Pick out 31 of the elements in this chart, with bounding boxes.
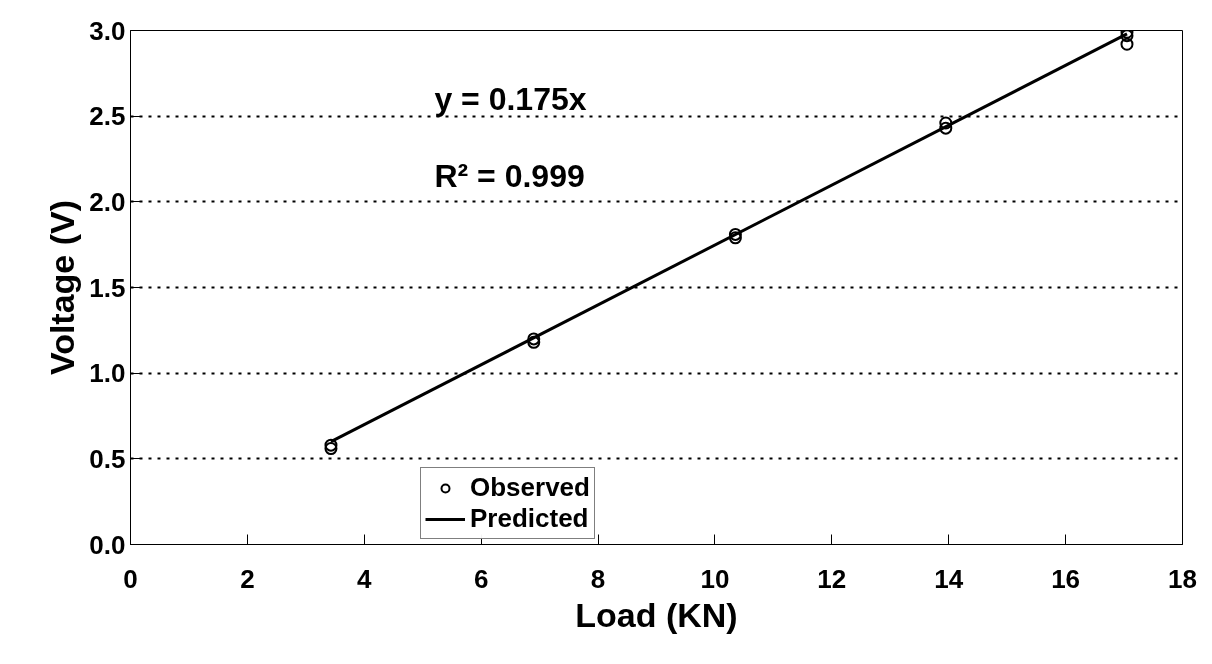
x-tick-label: 12	[817, 563, 847, 594]
point	[939, 121, 953, 135]
x-axis-title: Load (KN)	[575, 595, 738, 634]
point	[324, 438, 338, 452]
legend-label: Observed	[470, 472, 590, 503]
x-tick-label: 0	[123, 563, 138, 594]
point	[728, 231, 742, 245]
x-tick-label: 2	[240, 563, 255, 594]
x-tick-label: 10	[700, 563, 730, 594]
annotation: y = 0.175x	[434, 81, 587, 118]
y-tick-label: 0.0	[89, 529, 126, 560]
point	[1120, 30, 1134, 43]
y-axis-title: Voltage (V)	[43, 199, 82, 376]
y-tick-label: 2.0	[89, 186, 126, 217]
y-tick-label: 0.5	[89, 443, 126, 474]
y-tick-label: 3.0	[89, 15, 126, 46]
y-tick-label: 2.5	[89, 101, 126, 132]
y-tick-label: 1.0	[89, 358, 126, 389]
point	[728, 227, 742, 241]
x-tick-label: 8	[590, 563, 606, 594]
annotation: R² = 0.999	[434, 158, 585, 195]
x-tick-label: 18	[1168, 563, 1197, 594]
point	[939, 116, 953, 130]
legend-label: Predicted	[470, 503, 589, 534]
point	[1120, 37, 1134, 51]
x-tick-label: 6	[473, 563, 489, 594]
x-tick-label: 4	[357, 563, 373, 594]
y-tick-label: 1.5	[89, 272, 126, 303]
point	[324, 442, 338, 456]
x-tick-label: 14	[934, 563, 964, 594]
x-tick-label: 16	[1051, 563, 1081, 594]
